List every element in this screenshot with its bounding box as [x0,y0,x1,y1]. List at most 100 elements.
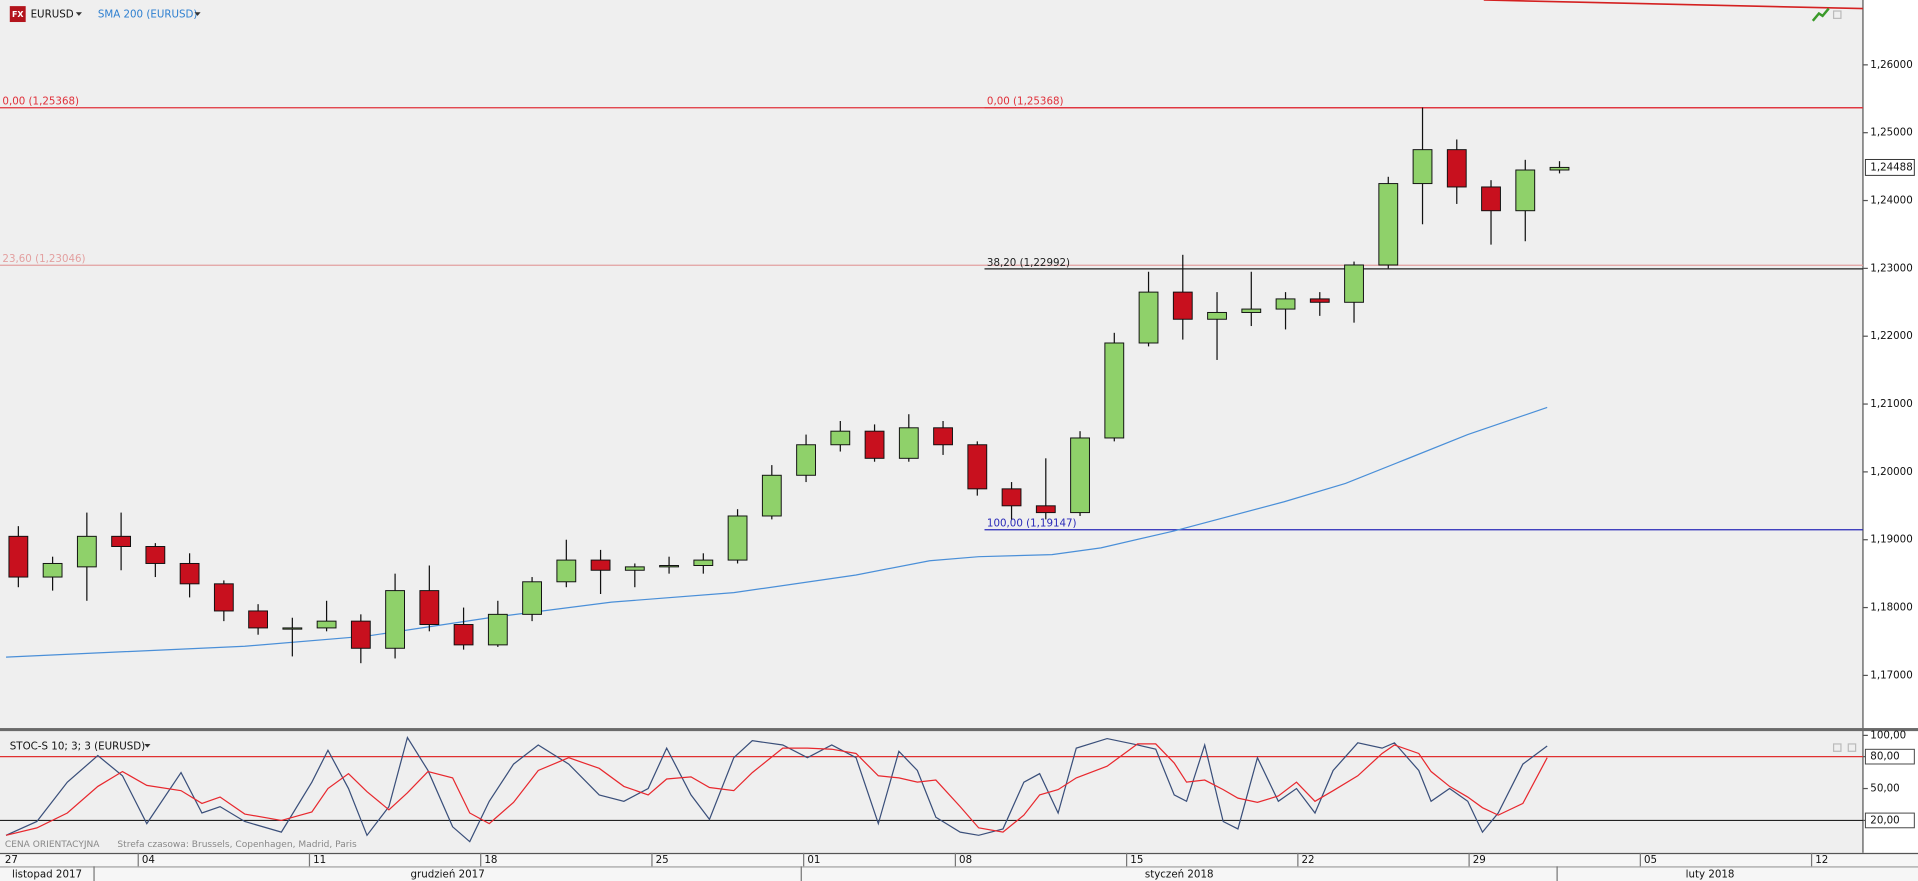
candle-body [385,590,405,649]
x-tick-label: 11 [313,854,326,866]
candle-body [316,620,337,629]
x-tick-label: 25 [656,854,669,866]
panel-separator [0,728,1918,732]
candle-body [1481,186,1501,212]
candle-body [556,559,577,583]
candle-body [1344,264,1364,303]
candle-body [1515,169,1536,212]
x-tick-label: 15 [1130,854,1143,866]
candle-body [453,624,474,646]
x-tick-label: 01 [807,854,820,866]
candle-body [1104,342,1125,439]
y-tick-label: 1,17000 [1870,669,1912,681]
month-label: grudzień 2017 [411,868,485,880]
candle-body [761,474,782,517]
trendline [1483,0,1863,10]
stochastic-line [5,743,1548,836]
candle-body [1378,183,1399,266]
fibonacci-label: 0,00 (1,25368) [2,96,79,108]
dropdown-arrow[interactable] [194,12,201,16]
candle-body [213,583,234,612]
candle-body [350,620,371,649]
fibonacci-label: 0,00 (1,25368) [987,96,1064,108]
candle-body [8,535,29,578]
fibonacci-label: 38,20 (1,22992) [987,257,1070,269]
candle-body [42,562,63,578]
candle-body [1138,291,1159,344]
candle-body [248,610,269,629]
candle-body [1070,437,1090,514]
candle-body [145,546,166,564]
candle-body [522,581,542,615]
candle-body [1001,488,1022,507]
y-tick-label: 1,22000 [1870,330,1912,342]
y-tick-label: 1,25000 [1870,127,1912,139]
candle-body [864,430,885,459]
indicator-name[interactable]: SMA 200 (EURUSD) [98,9,198,21]
candle-body [830,430,851,446]
stochastic-title[interactable]: STOC-S 10; 3; 3 (EURUSD) [10,740,145,752]
y-tick-label: 1,20000 [1870,466,1912,478]
dropdown-arrow[interactable] [144,743,151,748]
candle-body [1275,298,1296,310]
price-type-note: CENA ORIENTACYJNA [5,840,100,850]
candle-body [659,565,679,568]
window-button[interactable] [1832,743,1842,752]
y-tick-label: 1,24000 [1870,195,1912,207]
month-label: listopad 2017 [12,868,82,880]
chart-icon[interactable] [1811,7,1830,22]
x-tick-label: 08 [959,854,972,866]
month-label: styczeń 2018 [1145,868,1214,880]
candle-body [967,444,988,490]
stochastic-line [5,735,1548,843]
candle-body [1549,166,1570,171]
candle-body [693,559,714,566]
candle-body [1241,308,1262,313]
y-tick-label: 20,00 [1870,814,1899,826]
x-tick-label: 22 [1302,854,1315,866]
candle-body [898,427,919,459]
dropdown-arrow[interactable] [75,12,82,16]
candle-body [933,427,953,446]
fx-icon [9,6,26,23]
candle-body [727,515,748,561]
candle-body [624,566,645,571]
y-tick-label: 100,00 [1870,729,1906,741]
candle-body [179,562,200,585]
candle-body [487,613,508,646]
candle-body [796,444,816,476]
y-tick-label: 1,18000 [1870,602,1912,614]
candle-body [419,590,440,626]
x-tick-label: 27 [5,854,18,866]
stochastic-panel [0,730,1863,853]
x-tick-label: 18 [484,854,497,866]
fx-icon-label: FX [12,10,24,19]
y-tick-label: 80,00 [1870,751,1899,763]
symbol[interactable]: EURUSD [31,9,74,21]
y-tick-label: 1,19000 [1870,534,1912,546]
candle-body [76,535,97,568]
month-label: luty 2018 [1686,868,1735,880]
x-tick-label: 29 [1473,854,1486,866]
timezone-note: Strefa czasowa: Brussels, Copenhagen, Ma… [117,840,357,850]
y-tick-label: 1,21000 [1870,398,1912,410]
fibonacci-label: 23,60 (1,23046) [2,253,85,265]
candle-body [1035,505,1056,514]
fibonacci-label: 100,00 (1,19147) [987,518,1077,530]
window-button[interactable] [1832,10,1842,19]
candle-body [1446,149,1467,188]
candle-body [1412,149,1433,185]
sma-line [6,406,1548,658]
x-tick-label: 12 [1815,854,1828,866]
candle-body [111,535,132,548]
tick-box [1864,812,1915,829]
candle-body [282,627,303,630]
window-button[interactable] [1847,743,1857,752]
candle-body [1172,291,1193,320]
x-tick-label: 04 [142,854,155,866]
price-panel [0,0,1863,729]
last-price-box [1864,158,1915,176]
candle-body [1309,298,1330,303]
